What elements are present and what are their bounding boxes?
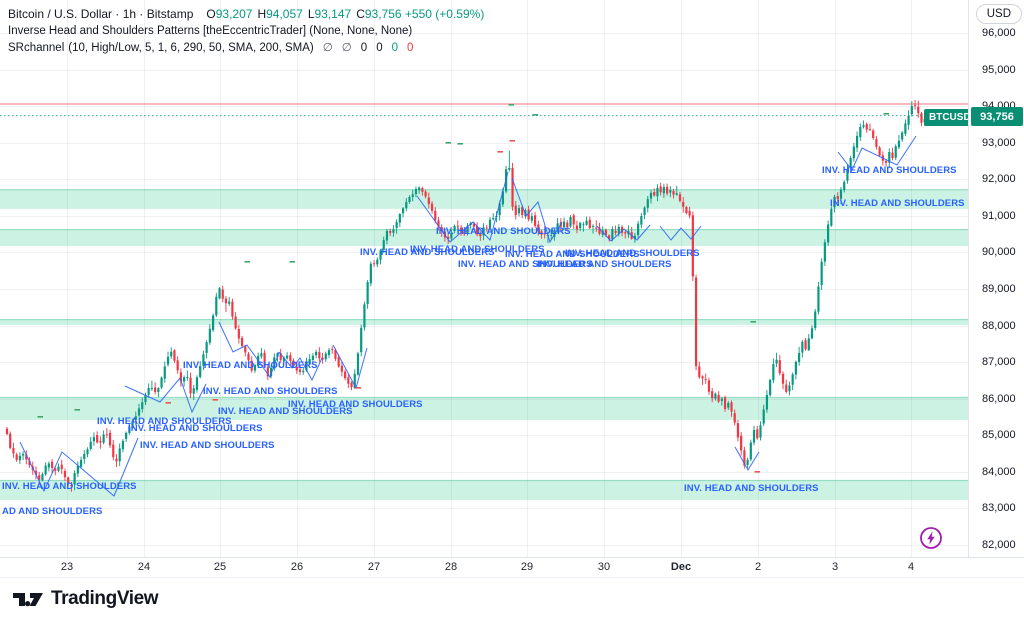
price-tick-label: 89,000 [982, 283, 1016, 295]
time-tick-label: 2 [754, 561, 762, 573]
srchannel-value: ∅ [322, 42, 333, 54]
price-tick-label: 83,000 [982, 502, 1016, 515]
high-label: H [257, 7, 267, 21]
low-label: L [307, 7, 315, 21]
time-tick-label: 23 [60, 561, 74, 573]
price-tick-label: 82,000 [982, 539, 1016, 551]
brand-name: TradingView [51, 588, 159, 609]
close-label: C [356, 7, 365, 21]
currency-toggle-button[interactable]: USD [975, 4, 1022, 24]
time-tick-label: Dec [670, 561, 692, 573]
chart-legend: Bitcoin / U.S. Dollar · 1h · Bitstamp O93… [8, 6, 484, 56]
srchannel-value: 0 [360, 42, 368, 54]
price-tick-label: 88,000 [982, 319, 1016, 332]
price-tick-label: 84,000 [982, 465, 1016, 478]
price-tick-label: 92,000 [982, 173, 1016, 186]
srchannel-params: (10, High/Low, 5, 1, 6, 290, 50, SMA, 20… [68, 42, 314, 54]
candlestick-canvas[interactable] [0, 0, 968, 557]
srchannel-name: SRchannel [8, 42, 65, 54]
price-tick-label: 91,000 [982, 209, 1016, 222]
time-tick-label: 26 [290, 561, 304, 573]
price-tick-label: 90,000 [982, 246, 1016, 259]
time-tick-label: 3 [831, 561, 839, 573]
price-tick-label: 95,000 [982, 63, 1016, 76]
symbol-title[interactable]: Bitcoin / U.S. Dollar · 1h · Bitstamp [8, 7, 194, 21]
last-price-axis-chip: 93,756 [971, 107, 1023, 126]
time-tick-label: 30 [597, 561, 611, 573]
boost-icon[interactable] [917, 525, 945, 553]
srchannel-value: 0 [391, 42, 399, 54]
open-value: 93,207 [215, 7, 253, 21]
srchannel-value: 0 [407, 42, 414, 54]
footer-branding[interactable]: TradingView [13, 588, 159, 610]
srchannel-value: 0 [376, 42, 383, 54]
time-axis[interactable]: 23 24 25 26 27 28 29 30 Dec 2 3 4 [0, 557, 1024, 578]
time-tick-label: 24 [137, 561, 151, 573]
tradingview-logo-icon [13, 592, 43, 606]
srchannel-value: ∅ [341, 42, 352, 54]
price-tick-label: 87,000 [982, 356, 1016, 369]
srchannel-values: ∅ ∅ 0 0 0 0 [314, 42, 414, 54]
low-value: 93,147 [314, 7, 352, 21]
indicator-row-inverse-hs[interactable]: Inverse Head and Shoulders Patterns [the… [8, 25, 413, 37]
time-tick-label: 28 [444, 561, 458, 573]
high-value: 94,057 [266, 7, 303, 21]
time-tick-label: 29 [520, 561, 534, 573]
price-tick-label: 85,000 [982, 429, 1016, 442]
open-label: O [206, 7, 216, 21]
time-tick-label: 4 [907, 561, 915, 573]
close-value: 93,756 [364, 7, 402, 21]
price-tick-label: 86,000 [982, 392, 1016, 405]
change-value: +550 (+0.59%) [404, 7, 485, 21]
time-tick-label: 25 [213, 561, 227, 573]
chart-plot-area[interactable]: INV. HEAD AND SHOULDERS INV. HEAD AND SHO… [0, 0, 968, 557]
price-axis[interactable]: USD 96,00095,00094,00093,00092,00091,000… [968, 0, 1024, 557]
symbol-ohlc-row[interactable]: Bitcoin / U.S. Dollar · 1h · Bitstamp O93… [8, 6, 484, 22]
price-tick-label: 96,000 [982, 27, 1016, 39]
indicator-row-srchannel[interactable]: SRchannel (10, High/Low, 5, 1, 6, 290, 50… [8, 40, 484, 56]
lightning-icon [920, 527, 942, 549]
time-tick-label: 27 [367, 561, 381, 573]
last-price-symbol-chip: BTCUSD [924, 109, 968, 126]
price-tick-label: 93,000 [982, 136, 1016, 149]
